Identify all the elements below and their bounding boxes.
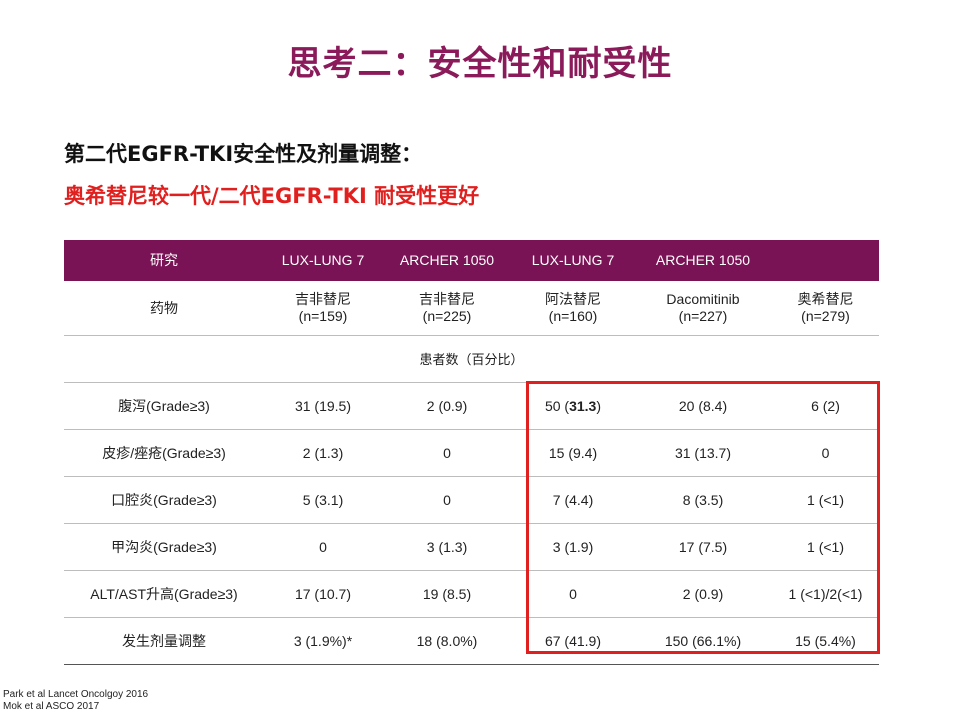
header-archer-1050-dacomitinib: ARCHER 1050	[634, 240, 772, 281]
drug-n: (n=225)	[422, 308, 472, 324]
table-cell: 2 (1.3)	[302, 444, 344, 461]
table-cell: 0	[569, 585, 577, 602]
row-label: ALT/AST升高(Grade≥3)	[90, 585, 238, 602]
drug-name: 阿法替尼	[545, 291, 601, 307]
header-lux-lung-7-gefitinib: LUX-LUNG 7	[264, 240, 382, 281]
references: Park et al Lancet Oncolgoy 2016 Mok et a…	[3, 689, 148, 713]
table-cell: 50 (31.3)	[512, 383, 634, 430]
header-row: 研究 LUX-LUNG 7 ARCHER 1050 LUX-LUNG 7 ARC…	[64, 240, 879, 281]
table-row: 甲沟炎(Grade≥3) 0 3 (1.3) 3 (1.9) 17 (7.5) …	[64, 524, 879, 571]
table-cell: 6 (2)	[811, 397, 840, 414]
table-cell: 3 (1.3)	[426, 538, 468, 555]
drug-n: (n=159)	[298, 308, 348, 324]
table-cell: 3 (1.9%)*	[293, 632, 353, 649]
table-cell: 1 (<1)/2(<1)	[788, 585, 863, 602]
drug-name: 吉非替尼	[295, 291, 351, 307]
slide-title: 思考二：安全性和耐受性	[287, 44, 673, 84]
drug-cell: 阿法替尼 (n=160)	[512, 281, 634, 336]
row-label: 腹泻(Grade≥3)	[118, 397, 210, 414]
drug-row: 药物 吉非替尼 (n=159) 吉非替尼 (n=225) 阿法替尼 (n=160…	[64, 281, 879, 336]
table-cell: 17 (7.5)	[678, 538, 728, 555]
drug-name: 奥希替尼	[797, 291, 854, 307]
row-label: 皮疹/痤疮(Grade≥3)	[102, 444, 226, 461]
drug-cell: 吉非替尼 (n=159)	[264, 281, 382, 336]
header-study: 研究	[64, 240, 264, 281]
header-osimertinib	[772, 240, 879, 281]
drug-cell: Dacomitinib (n=227)	[634, 281, 772, 336]
table-cell: 15 (9.4)	[548, 444, 598, 461]
table-cell: 2 (0.9)	[426, 397, 468, 414]
table-cell: 67 (41.9)	[544, 632, 602, 649]
table-row: 皮疹/痤疮(Grade≥3) 2 (1.3) 0 15 (9.4) 31 (13…	[64, 430, 879, 477]
table-cell: 8 (3.5)	[682, 491, 724, 508]
table-cell: 19 (8.5)	[422, 585, 472, 602]
afatinib-diarrhea-suffix: )	[596, 397, 602, 414]
afatinib-diarrhea-prefix: 50 (	[544, 397, 570, 414]
subtitle-tolerability: 奥希替尼较一代/二代EGFR-TKI 耐受性更好	[64, 184, 480, 208]
drug-name: 吉非替尼	[419, 291, 475, 307]
table-cell: 0	[821, 444, 830, 461]
table-cell: 18 (8.0%)	[416, 632, 478, 649]
drug-n: (n=227)	[678, 308, 728, 324]
header-archer-1050-gefitinib: ARCHER 1050	[382, 240, 512, 281]
table-cell: 20 (8.4)	[678, 397, 728, 414]
table-cell: 0	[319, 538, 327, 555]
drug-cell: 吉非替尼 (n=225)	[382, 281, 512, 336]
table-cell: 7 (4.4)	[552, 491, 594, 508]
subtitle-safety: 第二代EGFR-TKI安全性及剂量调整：	[64, 142, 423, 166]
row-label: 甲沟炎(Grade≥3)	[111, 538, 217, 555]
drug-name: Dacomitinib	[666, 291, 740, 307]
table-row: ALT/AST升高(Grade≥3) 17 (10.7) 19 (8.5) 0 …	[64, 571, 879, 618]
table-cell: 2 (0.9)	[682, 585, 724, 602]
drug-n: (n=160)	[548, 308, 598, 324]
header-lux-lung-7-afatinib: LUX-LUNG 7	[512, 240, 634, 281]
table-cell: 17 (10.7)	[294, 585, 352, 602]
drug-n: (n=279)	[801, 308, 850, 324]
table-cell: 31 (13.7)	[674, 444, 732, 461]
table-cell: 0	[443, 491, 451, 508]
table-row: 口腔炎(Grade≥3) 5 (3.1) 0 7 (4.4) 8 (3.5) 1…	[64, 477, 879, 524]
reference-item: Park et al Lancet Oncolgoy 2016	[3, 689, 149, 700]
table-cell: 3 (1.9)	[552, 538, 594, 555]
table-cell: 0	[443, 444, 451, 461]
table-cell: 15 (5.4%)	[795, 632, 856, 649]
drug-cell: 奥希替尼 (n=279)	[772, 281, 879, 336]
table-row: 发生剂量调整 3 (1.9%)* 18 (8.0%) 67 (41.9) 150…	[64, 618, 879, 665]
reference-item: Mok et al ASCO 2017	[3, 701, 100, 712]
table-row: 腹泻(Grade≥3) 31 (19.5) 2 (0.9) 50 (31.3) …	[64, 383, 879, 430]
patient-count-label: 患者数（百分比）	[419, 351, 524, 367]
afatinib-diarrhea-percent: 31.3	[569, 397, 597, 414]
row-label: 口腔炎(Grade≥3)	[111, 491, 217, 508]
patient-count-row: 患者数（百分比）	[64, 336, 879, 383]
row-label: 发生剂量调整	[122, 632, 206, 649]
drug-label: 药物	[150, 299, 178, 316]
safety-table: 研究 LUX-LUNG 7 ARCHER 1050 LUX-LUNG 7 ARC…	[64, 240, 879, 665]
table-cell: 5 (3.1)	[302, 491, 344, 508]
table-cell: 1 (<1)	[807, 491, 844, 508]
table-cell: 1 (<1)	[807, 538, 844, 555]
table-cell: 31 (19.5)	[294, 397, 352, 414]
table-cell: 150 (66.1%)	[664, 632, 742, 649]
